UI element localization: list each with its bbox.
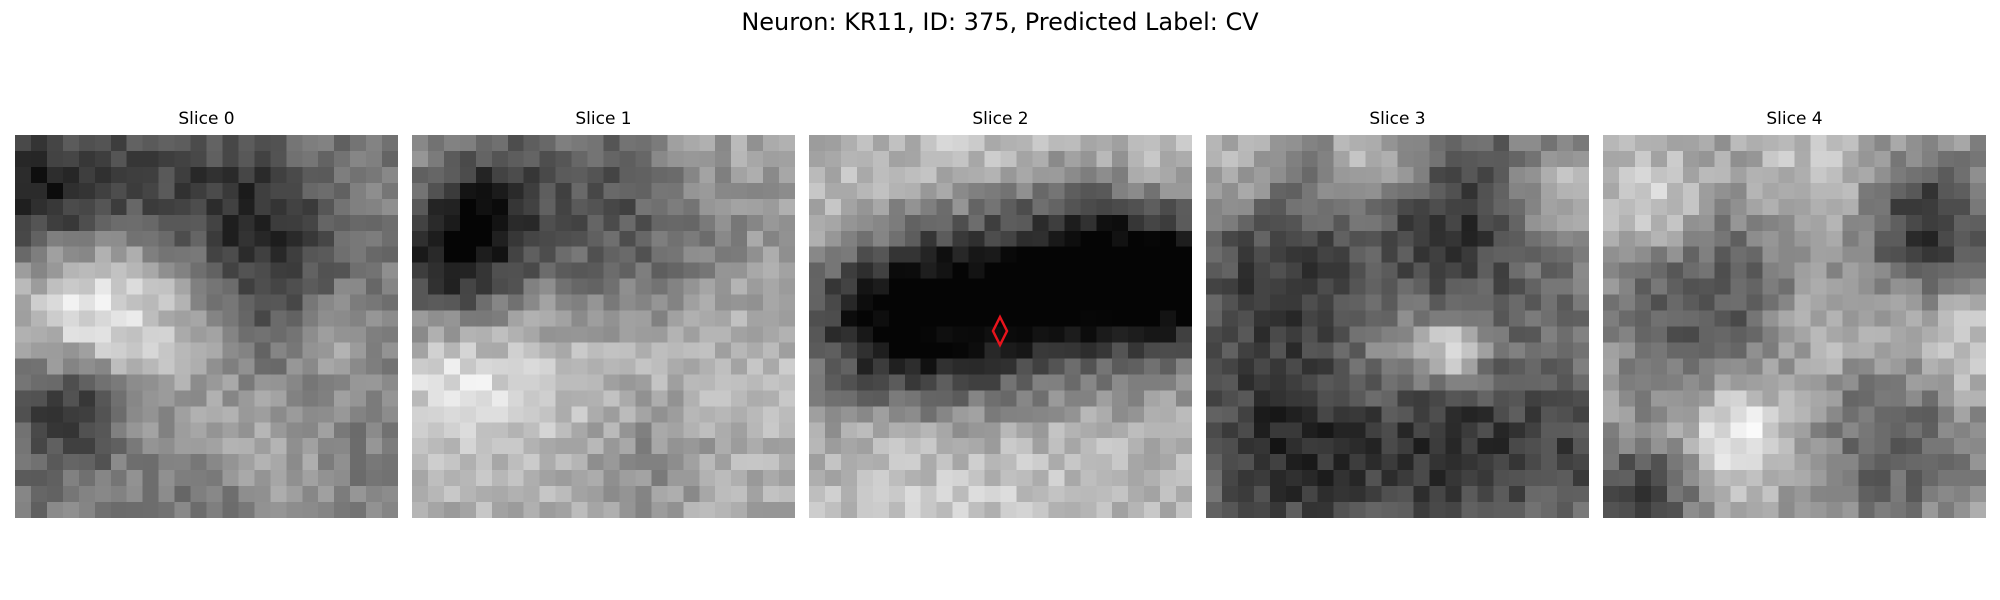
- figure-title: Neuron: KR11, ID: 375, Predicted Label: …: [741, 8, 1259, 36]
- slice-image-0: [15, 135, 398, 518]
- slice-title-2: Slice 2: [972, 109, 1029, 129]
- slice-image-1: [412, 135, 795, 518]
- slice-title-1: Slice 1: [575, 109, 632, 129]
- slice-image-4: [1603, 135, 1986, 518]
- slice-title-0: Slice 0: [178, 109, 235, 129]
- slice-title-3: Slice 3: [1369, 109, 1426, 129]
- slice-image-3: [1206, 135, 1589, 518]
- slice-image-2: [809, 135, 1192, 518]
- slice-title-4: Slice 4: [1766, 109, 1823, 129]
